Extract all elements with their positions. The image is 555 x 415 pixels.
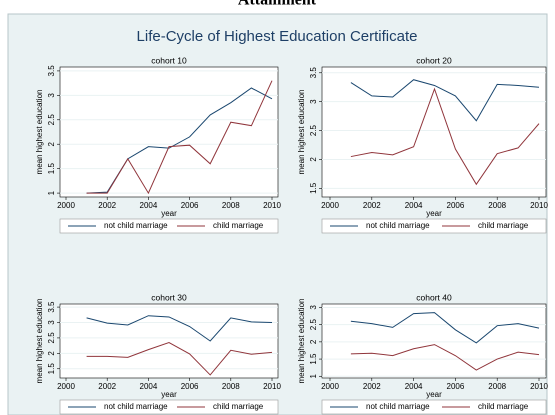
y-tick-label: 2.5 [309, 124, 318, 136]
subplot-title: cohort 10 [151, 55, 187, 65]
x-axis-title: year [161, 209, 177, 218]
x-tick-label: 2010 [263, 201, 281, 210]
legend-box [321, 218, 547, 234]
x-tick-label: 2002 [363, 382, 381, 391]
legend-label: child marriage [213, 402, 264, 411]
x-tick-label: 2004 [405, 382, 423, 391]
y-tick-label: 1.5 [309, 182, 318, 194]
y-tick-label: 1.5 [47, 163, 56, 175]
y-tick-label: 3 [309, 305, 318, 310]
x-tick-label: 2010 [530, 201, 548, 210]
x-tick-label: 2006 [181, 201, 199, 210]
series-line [350, 344, 540, 371]
subplot-title: cohort 40 [416, 292, 452, 302]
x-tick-label: 2006 [181, 382, 199, 391]
series-line [86, 315, 273, 342]
x-tick-label: 2002 [98, 201, 116, 210]
x-tick-label: 2010 [530, 382, 548, 391]
y-tick-label: 3.5 [47, 65, 56, 77]
x-tick-label: 2008 [222, 201, 240, 210]
plot-area [59, 66, 279, 198]
y-tick-label: 2.5 [309, 319, 318, 331]
legend-box [59, 399, 279, 415]
series-line [350, 312, 540, 344]
legend-label: child marriage [213, 221, 264, 230]
y-tick-label: 3 [47, 320, 56, 325]
x-tick-label: 2000 [57, 201, 75, 210]
y-tick-label: 3.5 [47, 301, 56, 313]
x-tick-label: 2000 [321, 201, 339, 210]
x-tick-label: 2006 [447, 382, 465, 391]
legend-label: not child marriage [366, 402, 430, 411]
x-tick-label: 2010 [263, 382, 281, 391]
y-tick-label: 2 [309, 339, 318, 344]
plot-area [321, 66, 547, 198]
series-line [86, 341, 273, 376]
legend-box [321, 399, 547, 415]
x-axis-title: year [161, 390, 177, 399]
series-line [350, 87, 540, 186]
x-axis-title: year [426, 390, 442, 399]
y-axis-title: mean highest education [35, 90, 44, 175]
legend-label: child marriage [478, 221, 529, 230]
legend-label: not child marriage [104, 221, 168, 230]
x-tick-label: 2008 [488, 201, 506, 210]
y-axis-title: mean highest education [297, 90, 306, 175]
series-line [86, 80, 273, 195]
plot-area [321, 303, 547, 379]
x-tick-label: 2004 [405, 201, 423, 210]
y-tick-label: 1.5 [47, 363, 56, 375]
y-tick-label: 1 [47, 190, 56, 195]
y-tick-label: 3.5 [309, 67, 318, 79]
legend-label: child marriage [478, 402, 529, 411]
x-tick-label: 2004 [140, 201, 158, 210]
y-tick-label: 3 [47, 93, 56, 98]
series-line [350, 79, 540, 122]
y-tick-label: 2 [309, 157, 318, 162]
legend-box [59, 218, 279, 234]
x-tick-label: 2006 [447, 201, 465, 210]
subplot-title: cohort 30 [151, 292, 187, 302]
x-axis-title: year [426, 209, 442, 218]
y-tick-label: 3 [309, 99, 318, 104]
y-tick-label: 2 [47, 141, 56, 146]
x-tick-label: 2002 [98, 382, 116, 391]
y-tick-label: 1 [309, 374, 318, 379]
x-tick-label: 2000 [321, 382, 339, 391]
x-tick-label: 2008 [222, 382, 240, 391]
x-tick-label: 2002 [363, 201, 381, 210]
y-tick-label: 2 [47, 351, 56, 356]
plot-area [59, 303, 279, 379]
y-tick-label: 2.5 [47, 114, 56, 126]
y-tick-label: 2.5 [47, 332, 56, 344]
x-tick-label: 2000 [57, 382, 75, 391]
x-tick-label: 2008 [488, 382, 506, 391]
page-header: Attainment [238, 0, 317, 9]
chart-title: Life-Cycle of Highest Education Certific… [137, 28, 418, 45]
subplot-title: cohort 20 [416, 55, 452, 65]
legend-label: not child marriage [104, 402, 168, 411]
legend-label: not child marriage [366, 221, 430, 230]
x-tick-label: 2004 [140, 382, 158, 391]
y-axis-title: mean highest education [35, 299, 44, 384]
y-tick-label: 1.5 [309, 353, 318, 365]
y-axis-title: mean highest education [297, 299, 306, 384]
